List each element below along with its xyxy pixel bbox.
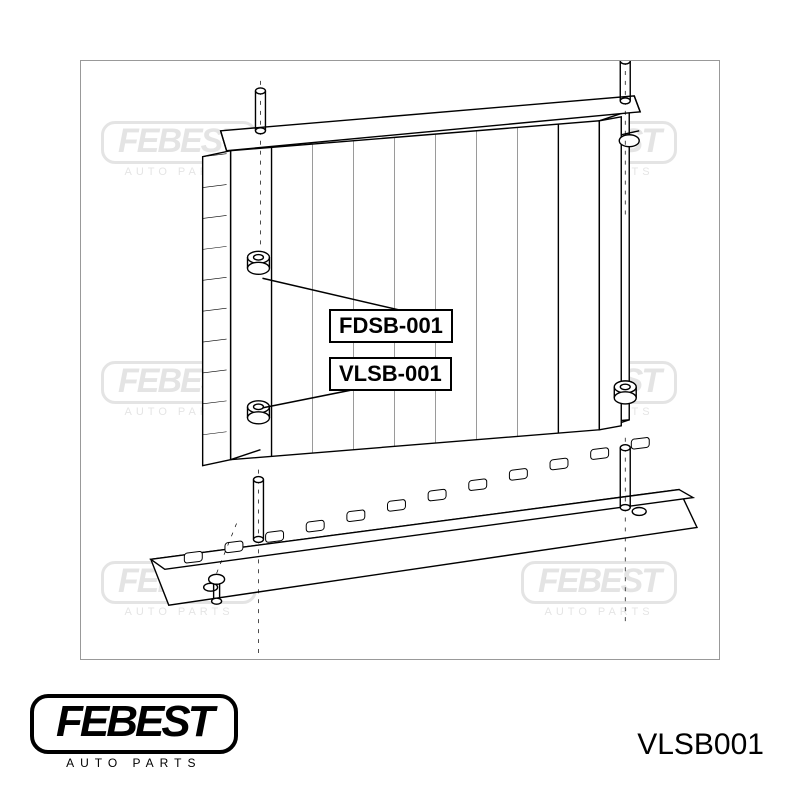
part-label-vlsb: VLSB-001 — [329, 357, 452, 391]
brand-logo: FEBEST AUTO PARTS — [30, 694, 238, 770]
diagram-frame: FEBESTAUTO PARTSFEBESTAUTO PARTSFEBESTAU… — [80, 60, 720, 660]
part-number: VLSB001 — [637, 728, 764, 762]
brand-tagline: AUTO PARTS — [30, 756, 238, 770]
brand-name: FEBEST — [56, 702, 212, 742]
part-label-fdsb: FDSB-001 — [329, 309, 453, 343]
